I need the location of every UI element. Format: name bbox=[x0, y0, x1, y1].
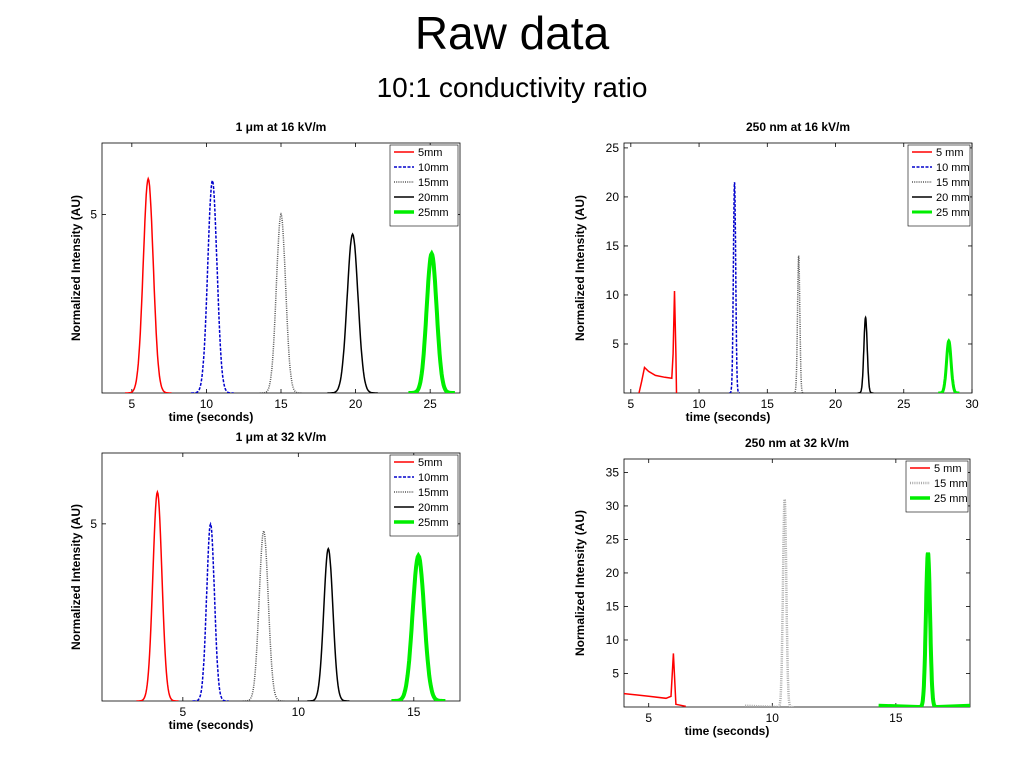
chart-panel-1um-32kv: 1 μm at 32 kV/m 5 10 15 5 time (seconds) Norma… bbox=[60, 425, 480, 735]
legend-label: 10mm bbox=[418, 472, 449, 484]
series-line bbox=[729, 182, 740, 393]
legend-label: 15 mm bbox=[936, 177, 970, 189]
chart-1um-16kv: 1 μm at 16 kV/m 5 10 15 20 25 5 time (seconds) N… bbox=[69, 120, 461, 424]
y-tick-label: 25 bbox=[606, 141, 620, 155]
series-line bbox=[408, 249, 455, 393]
legend-label: 5 mm bbox=[936, 147, 964, 159]
chart-title: 1 μm at 16 kV/m bbox=[236, 120, 327, 134]
chart-panel-1um-16kv: 1 μm at 16 kV/m 5 10 15 20 25 5 time (seconds) N… bbox=[60, 115, 480, 425]
y-tick-label: 15 bbox=[606, 239, 620, 253]
y-tick-label: 15 bbox=[606, 599, 620, 613]
legend-label: 15mm bbox=[418, 177, 449, 189]
series-line bbox=[307, 546, 350, 701]
legend-label: 5mm bbox=[418, 147, 442, 159]
legend-label: 5 mm bbox=[934, 463, 962, 475]
y-axis-label: Normalized Intensity (AU) bbox=[573, 195, 587, 341]
series-line bbox=[878, 552, 970, 707]
x-tick-label: 25 bbox=[423, 397, 437, 411]
legend-box bbox=[389, 144, 459, 227]
series-line bbox=[624, 653, 686, 707]
y-tick-label: 5 bbox=[90, 207, 97, 221]
x-axis-label: time (seconds) bbox=[169, 410, 254, 424]
y-axis-label: Normalized Intensity (AU) bbox=[69, 195, 83, 341]
x-tick-label: 5 bbox=[179, 705, 186, 719]
x-tick-label: 20 bbox=[349, 397, 363, 411]
series-line bbox=[638, 290, 678, 393]
y-axis-label: Normalized Intensity (AU) bbox=[573, 510, 587, 656]
x-tick-label: 10 bbox=[200, 397, 214, 411]
series-line bbox=[125, 176, 172, 393]
series-line bbox=[136, 489, 179, 701]
legend-label: 10mm bbox=[418, 162, 449, 174]
legend: 5 mm 15 mm 25 mm bbox=[905, 460, 969, 513]
legend-label: 15 mm bbox=[934, 478, 968, 490]
x-tick-label: 15 bbox=[889, 711, 903, 725]
legend-label: 25 mm bbox=[936, 207, 970, 219]
plot-frame bbox=[623, 142, 973, 394]
y-tick-label: 5 bbox=[90, 517, 97, 531]
legend: 5 mm 10 mm 15 mm 20 mm 25 mm bbox=[907, 144, 971, 227]
legend-label: 20mm bbox=[418, 192, 449, 204]
chart-panel-250nm-32kv: 250 nm at 32 kV/m 5 10 15 5 10 15 20 25 30 35 time … bbox=[560, 431, 990, 746]
x-tick-label: 25 bbox=[897, 397, 911, 411]
x-tick-label: 5 bbox=[128, 397, 135, 411]
series-line bbox=[191, 178, 234, 393]
series-line bbox=[745, 498, 794, 707]
legend-label: 25mm bbox=[418, 517, 449, 529]
chart-title: 250 nm at 32 kV/m bbox=[745, 436, 849, 450]
series-line bbox=[938, 338, 960, 393]
series-line bbox=[857, 315, 874, 393]
x-axis-label: time (seconds) bbox=[686, 410, 771, 424]
y-axis-label: Normalized Intensity (AU) bbox=[69, 504, 83, 650]
x-tick-label: 10 bbox=[292, 705, 306, 719]
slide-title: Raw data bbox=[414, 7, 610, 59]
x-tick-label: 15 bbox=[761, 397, 775, 411]
series-line bbox=[327, 232, 378, 393]
series-line bbox=[793, 255, 804, 393]
x-tick-label: 30 bbox=[965, 397, 979, 411]
y-tick-label: 10 bbox=[606, 288, 620, 302]
chart-panel-250nm-16kv: 250 nm at 16 kV/m 5 10 15 20 25 30 5 10 15 20 25 tim… bbox=[560, 115, 990, 425]
legend: 5mm 10mm 15mm 20mm 25mm bbox=[389, 454, 459, 537]
x-axis-label: time (seconds) bbox=[685, 724, 770, 738]
y-tick-label: 35 bbox=[606, 465, 620, 479]
legend-label: 20 mm bbox=[936, 192, 970, 204]
x-tick-label: 5 bbox=[627, 397, 634, 411]
y-tick-label: 10 bbox=[606, 633, 620, 647]
legend: 5mm 10mm 15mm 20mm 25mm bbox=[389, 144, 459, 227]
plot-frame bbox=[623, 458, 971, 708]
series-line bbox=[259, 212, 303, 393]
x-axis-label: time (seconds) bbox=[169, 718, 254, 732]
legend-label: 15mm bbox=[418, 487, 449, 499]
legend-label: 5mm bbox=[418, 457, 442, 469]
chart-title: 250 nm at 16 kV/m bbox=[746, 120, 850, 134]
y-tick-label: 25 bbox=[606, 532, 620, 546]
chart-250nm-16kv: 250 nm at 16 kV/m 5 10 15 20 25 30 5 10 15 20 25 tim… bbox=[573, 120, 979, 424]
x-tick-label: 10 bbox=[766, 711, 780, 725]
legend-label: 10 mm bbox=[936, 162, 970, 174]
legend-label: 25mm bbox=[418, 207, 449, 219]
series-line bbox=[391, 551, 446, 701]
y-tick-label: 5 bbox=[612, 337, 619, 351]
x-tick-label: 10 bbox=[692, 397, 706, 411]
x-tick-label: 15 bbox=[407, 705, 421, 719]
series-line bbox=[242, 528, 285, 701]
x-tick-label: 15 bbox=[274, 397, 288, 411]
x-tick-label: 20 bbox=[829, 397, 843, 411]
series-line bbox=[192, 521, 229, 701]
y-tick-label: 20 bbox=[606, 566, 620, 580]
y-tick-label: 5 bbox=[612, 666, 619, 680]
y-tick-label: 30 bbox=[606, 499, 620, 513]
y-tick-label: 20 bbox=[606, 190, 620, 204]
x-tick-label: 5 bbox=[645, 711, 652, 725]
chart-title: 1 μm at 32 kV/m bbox=[236, 430, 327, 444]
legend-label: 20mm bbox=[418, 502, 449, 514]
legend-label: 25 mm bbox=[934, 493, 968, 505]
slide-subtitle: 10:1 conductivity ratio bbox=[376, 72, 648, 103]
chart-250nm-32kv: 250 nm at 32 kV/m 5 10 15 5 10 15 20 25 30 35 time … bbox=[573, 436, 971, 738]
legend-box bbox=[905, 460, 969, 513]
